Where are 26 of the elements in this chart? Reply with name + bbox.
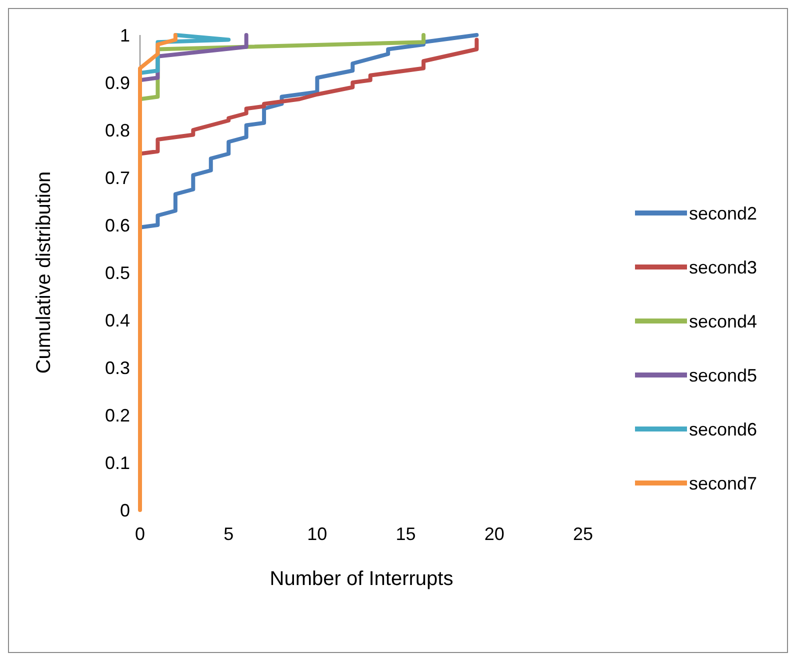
legend-label: second3 (689, 257, 758, 278)
legend-label: second6 (689, 419, 758, 440)
y-tick-label: 0.3 (104, 358, 130, 378)
x-tick-label: 10 (307, 524, 328, 544)
x-tick-label: 20 (484, 524, 504, 544)
y-tick-label: 0.5 (104, 262, 130, 283)
x-tick-label: 25 (572, 524, 594, 544)
y-tick-label: 0.4 (104, 310, 130, 330)
y-tick-label: 1 (120, 25, 130, 46)
legend-label: second5 (689, 365, 758, 386)
x-axis-title: Number of Interrupts (270, 568, 454, 590)
x-tick-label: 15 (396, 524, 416, 544)
x-tick-label: 0 (134, 524, 146, 544)
y-tick-label: 0 (120, 500, 130, 520)
y-tick-label: 0.9 (104, 72, 130, 93)
legend-label: second4 (689, 311, 758, 332)
x-tick-label: 5 (224, 524, 234, 544)
y-tick-label: 0.2 (104, 405, 130, 426)
line-series (138, 33, 178, 512)
y-tick-label: 0.6 (104, 215, 130, 236)
y-tick-label: 0.7 (104, 168, 130, 188)
y-tick-label: 0.1 (104, 452, 130, 473)
legend-label: second7 (689, 473, 758, 494)
y-tick-label: 0.8 (104, 120, 130, 140)
legend-label: second2 (689, 203, 758, 224)
y-axis-title: Cumulative distribution (33, 171, 55, 374)
